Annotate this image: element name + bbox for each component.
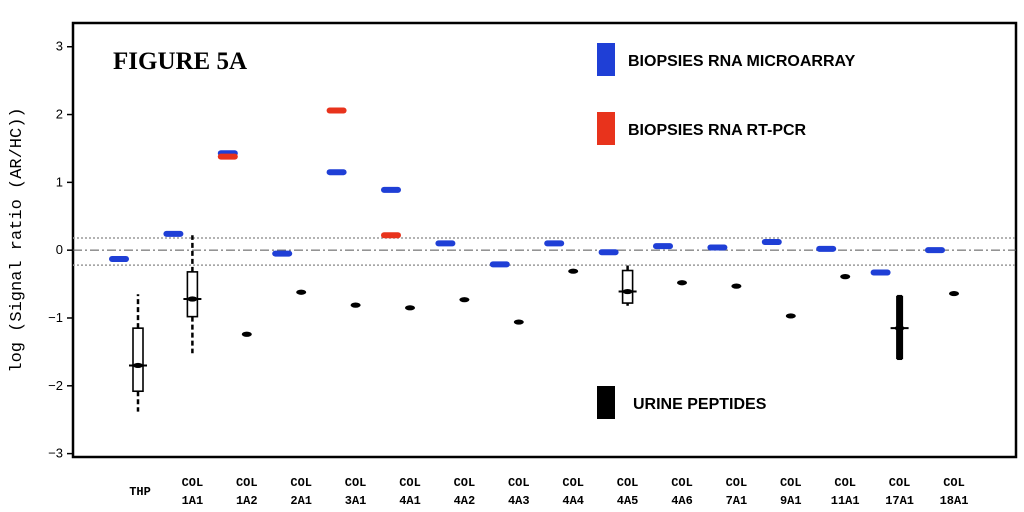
microarray-point [272,250,293,257]
y-tick-label: 2 [56,107,63,122]
x-category-label-line2: 4A3 [508,494,530,508]
legend-swatch-urine-peptides [597,386,615,419]
urine-peptide-point [677,280,687,286]
microarray-point [707,244,728,251]
x-category-label-line2: 9A1 [780,494,802,508]
x-category-label-line1: COL [834,476,856,490]
microarray-point [544,240,565,247]
y-tick-label: −1 [48,310,63,325]
urine-peptide-point [949,290,959,297]
y-axis-title: log (Signal ratio (AR/HC)) [8,107,27,372]
microarray-point [381,186,401,193]
x-category-label-line1: COL [345,476,367,490]
x-category-label-line2: 17A1 [885,494,914,508]
legend-label-microarray: BIOPSIES RNA MICROARRAY [628,53,856,70]
x-category-label-line2: 1A1 [182,494,204,508]
x-category-label-line1: COL [508,476,530,490]
x-category-label-line2: 1A2 [236,494,258,508]
microarray-point [925,247,945,254]
urine-peptide-point [568,268,579,274]
x-category-label-line2: 4A6 [671,494,693,508]
x-category-label-line1: COL [562,476,584,490]
urine-peptide-point [731,283,742,289]
microarray-point [435,240,456,247]
urine-peptide-point [513,319,524,325]
legend-label-urine-peptides: URINE PEPTIDES [633,396,767,413]
microarray-point [489,261,510,268]
figure-title: FIGURE 5A [113,48,247,75]
microarray-point [326,169,347,176]
x-category-label-line2: 4A5 [617,494,639,508]
microarray-point [870,269,891,276]
y-tick-label: 0 [56,242,63,257]
x-category-label-line2: 4A2 [454,494,476,508]
x-category-label-line1: COL [454,476,476,490]
x-category-label-line1: COL [726,476,748,490]
urine-peptide-point [785,313,796,319]
urine-peptide-point [241,331,252,337]
x-category-label-line2: 2A1 [290,494,312,508]
rt-pcr-point [326,107,347,114]
legend-swatch-rt-pcr [597,112,615,145]
plot-frame [71,21,1018,459]
microarray-point [653,243,673,250]
urine-peptide-point [187,296,198,302]
y-axis: 3 2 1 0 −1 −2 −3 [48,39,73,461]
urine-peptide-point [133,362,143,369]
x-category-label-line1: COL [671,476,693,490]
rt-pcr-point [381,232,401,239]
data-points [109,107,959,369]
y-tick-label: 3 [56,39,63,54]
microarray-point [109,255,129,262]
y-tick-label: 1 [56,174,63,189]
x-category-label-line1: COL [290,476,312,490]
urine-peptide-point [405,305,415,311]
x-category-label-line1: COL [617,476,639,490]
x-category-label-line2: 18A1 [940,494,969,508]
x-category-label-line2: 7A1 [726,494,748,508]
boxplot-box [621,269,634,304]
urine-peptide-point [894,325,905,331]
urine-peptide-point [350,302,361,308]
microarray-point [598,249,619,256]
urine-peptide-point [296,289,307,295]
y-tick-label: −3 [48,446,63,461]
microarray-point [816,245,837,252]
x-category-label-line1: COL [182,476,204,490]
x-category-label-line1: COL [236,476,258,490]
x-category-label-line2: 3A1 [345,494,367,508]
boxplot-box [132,327,144,393]
boxplot-box [186,271,199,318]
x-category-label-line1: COL [943,476,965,490]
legend-label-rt-pcr: BIOPSIES RNA RT-PCR [628,122,807,139]
x-category-label: THP [129,485,151,499]
urine-peptide-point [840,274,851,280]
y-tick-label: −2 [48,378,63,393]
x-category-label-line1: COL [780,476,802,490]
rt-pcr-point [217,153,238,160]
microarray-point [761,239,782,246]
urine-peptide-point [459,297,470,303]
legend: BIOPSIES RNA MICROARRAY BIOPSIES RNA RT-… [597,43,856,419]
x-category-label-line2: 11A1 [831,494,860,508]
x-category-label-line1: COL [889,476,911,490]
x-axis-labels: THP COL 1A1 COL 1A2 COL 2A1 COL 3A1 COL 4A1 COL 4A2 C… [129,476,968,508]
x-category-label-line2: 4A4 [562,494,584,508]
urine-peptide-point [622,288,633,295]
x-category-label-line1: COL [399,476,421,490]
legend-swatch-microarray [597,43,615,76]
x-category-label-line2: 4A1 [399,494,421,508]
microarray-point [163,230,184,237]
